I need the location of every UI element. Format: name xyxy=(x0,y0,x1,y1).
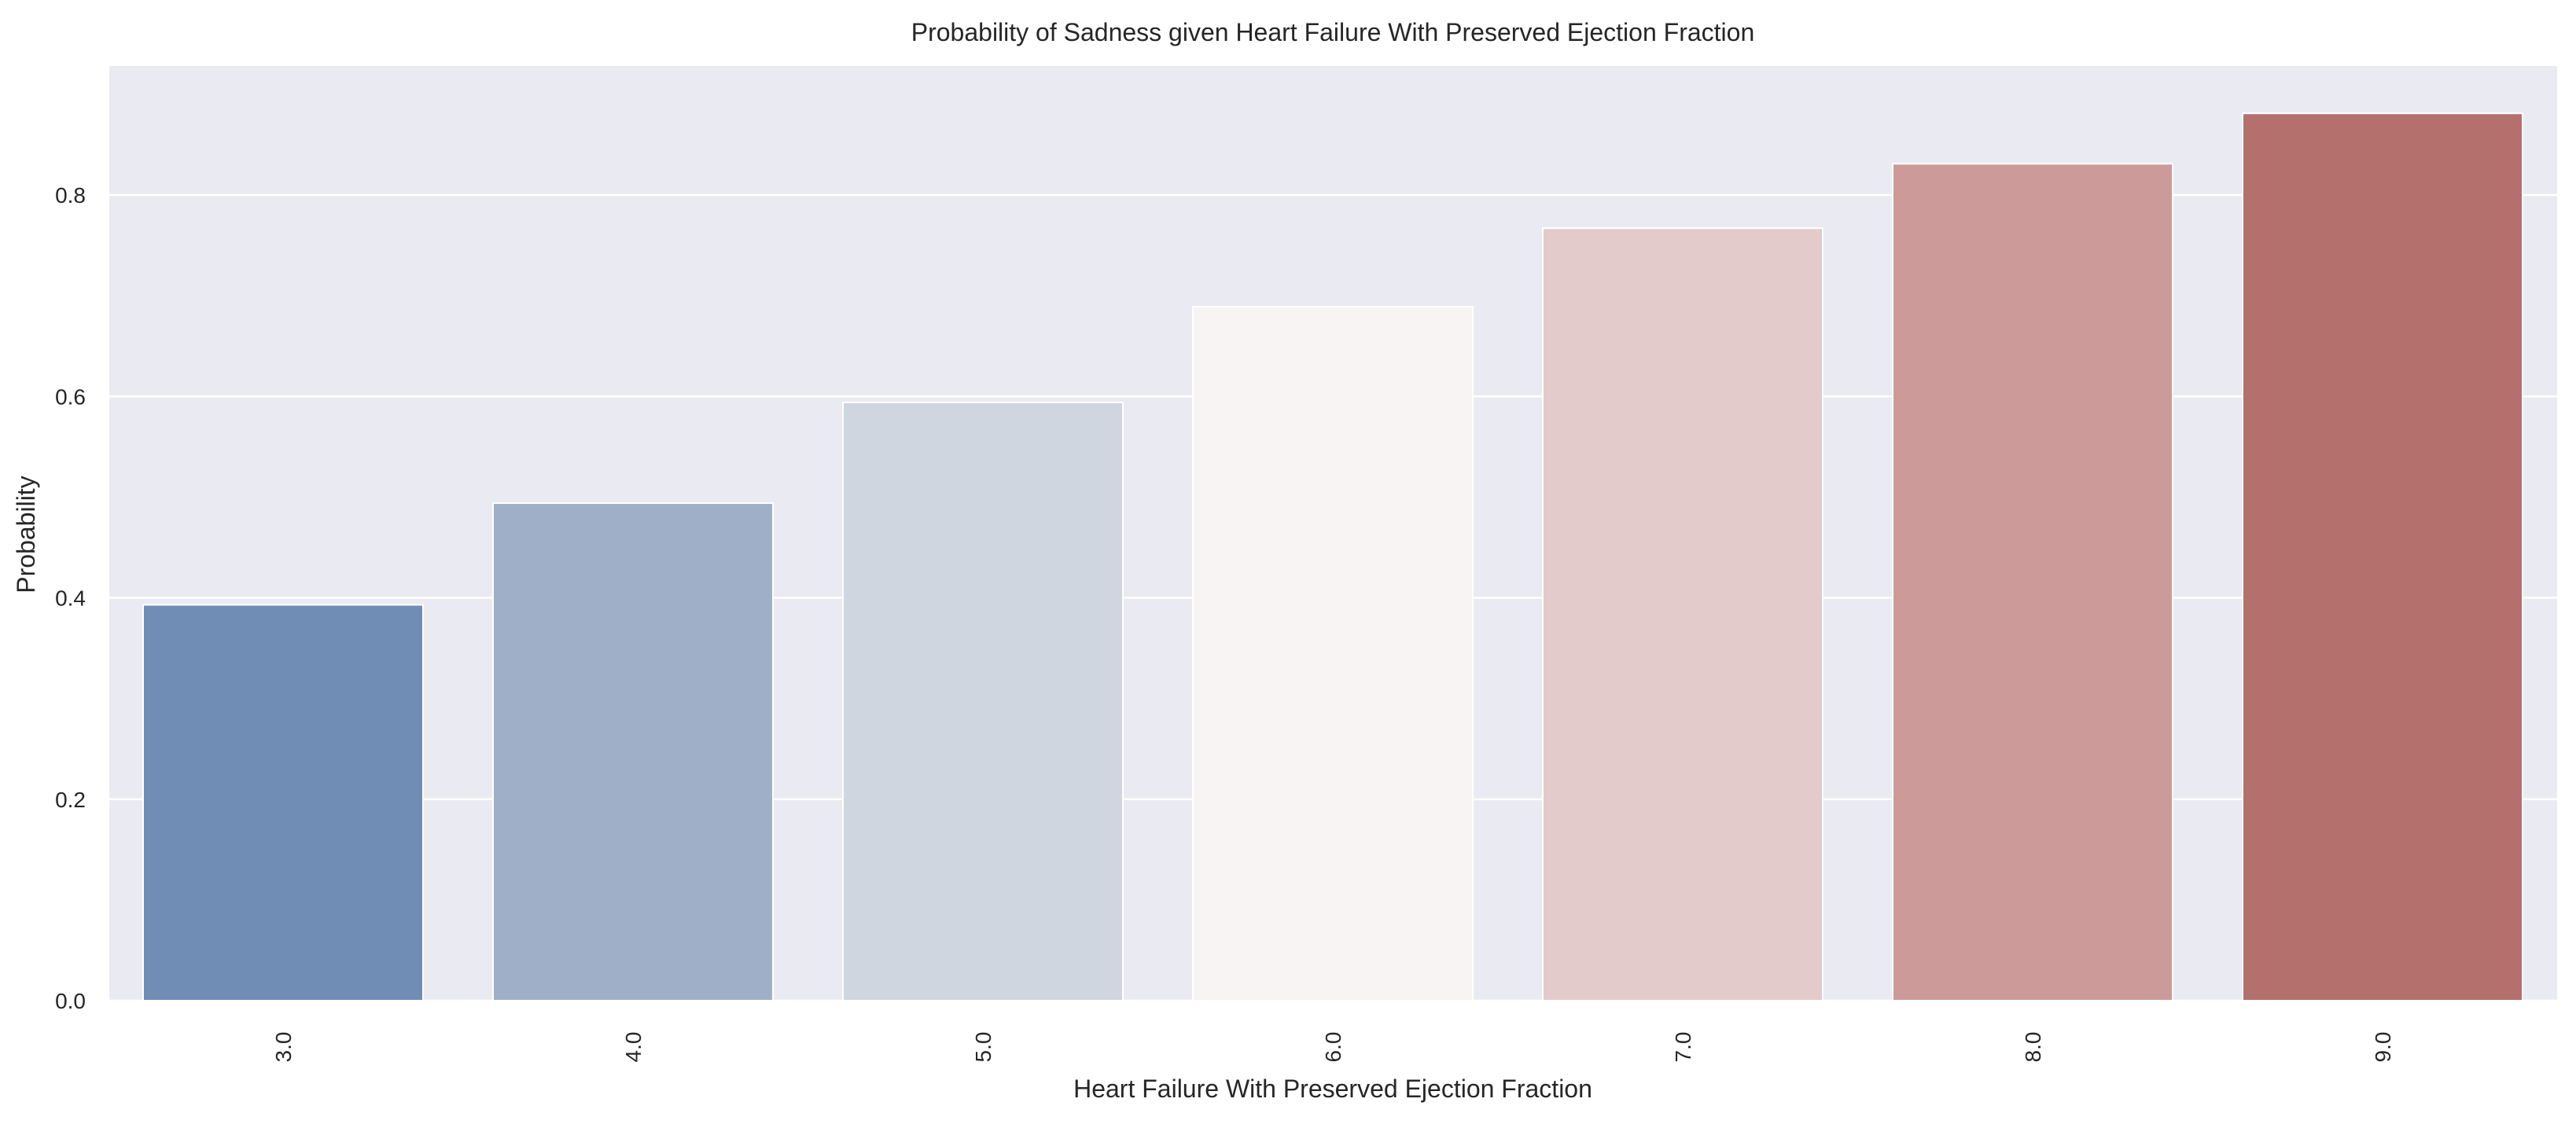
bar-6.0 xyxy=(1192,306,1474,1001)
x-tick-label: 3.0 xyxy=(271,1032,296,1063)
x-tick-label: 6.0 xyxy=(1321,1032,1345,1063)
bar-4.0 xyxy=(492,502,774,1001)
bar-3.0 xyxy=(142,604,424,1001)
y-tick-label: 0.4 xyxy=(55,586,86,611)
bar-7.0 xyxy=(1542,227,1823,1001)
bars xyxy=(142,112,2523,1001)
y-tick-label: 0.2 xyxy=(55,788,86,812)
chart-title: Probability of Sadness given Heart Failu… xyxy=(911,18,1754,46)
y-tick-label: 0.0 xyxy=(55,989,86,1013)
x-tick-label: 8.0 xyxy=(2021,1032,2045,1063)
y-tick-label: 0.6 xyxy=(55,384,86,409)
x-tick-label: 4.0 xyxy=(621,1032,646,1063)
x-tick-label: 7.0 xyxy=(1671,1032,1695,1063)
y-tick-label: 0.8 xyxy=(55,183,86,208)
bar-9.0 xyxy=(2242,112,2523,1001)
x-tick-label: 9.0 xyxy=(2371,1032,2395,1063)
x-axis-label: Heart Failure With Preserved Ejection Fr… xyxy=(1073,1075,1592,1103)
bar-8.0 xyxy=(1892,163,2173,1001)
bar-5.0 xyxy=(842,401,1124,1001)
y-axis-label: Probability xyxy=(12,476,40,593)
x-tick-labels: 3.0 4.0 5.0 6.0 7.0 8.0 9.0 xyxy=(271,1032,2395,1063)
y-tick-labels: 0.0 0.2 0.4 0.6 0.8 xyxy=(55,183,86,1013)
x-tick-label: 5.0 xyxy=(971,1032,995,1063)
